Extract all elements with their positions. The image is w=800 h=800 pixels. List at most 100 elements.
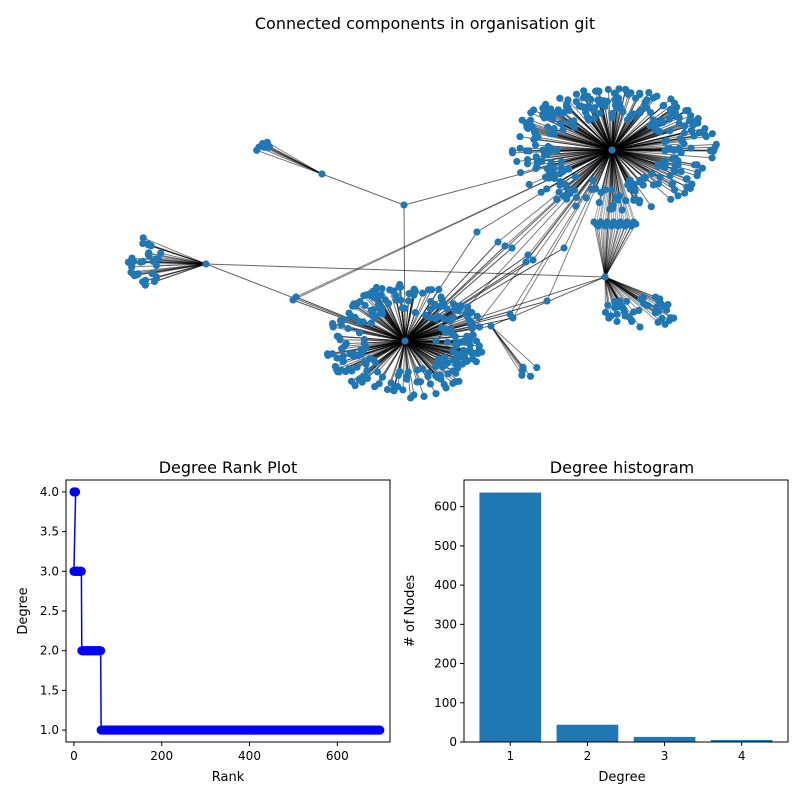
network-node (335, 333, 343, 341)
network-node (604, 85, 612, 94)
network-node (708, 154, 716, 162)
network-node (352, 300, 361, 308)
network-node (530, 106, 538, 114)
network-node (661, 160, 670, 168)
network-edge (490, 325, 538, 368)
network-node (597, 188, 605, 196)
network-edge (597, 100, 613, 151)
network-node (373, 368, 382, 376)
network-edge (604, 149, 613, 278)
network-node (666, 127, 674, 135)
rank-x-tick-label: 600 (326, 749, 349, 763)
network-node (487, 322, 495, 330)
network-node (260, 141, 268, 149)
network-edge (341, 324, 406, 342)
network-node (413, 378, 421, 386)
network-node (636, 178, 644, 186)
network-edge (611, 117, 680, 151)
network-node (654, 180, 663, 188)
network-edge (374, 291, 406, 342)
network-node (474, 349, 482, 358)
network-node (670, 99, 679, 107)
network-node (318, 170, 326, 178)
network-node (606, 205, 614, 213)
histogram-bar (633, 736, 696, 742)
network-edge (604, 276, 616, 302)
network-edge (611, 143, 685, 151)
rank-plot-x-ticks: 0 200 400 600 (70, 742, 349, 763)
network-node (508, 149, 517, 157)
network-edge (604, 276, 644, 298)
network-node (667, 195, 675, 203)
network-node (630, 185, 638, 193)
network-node (348, 367, 356, 375)
network-edge (402, 340, 406, 390)
network-node (613, 317, 621, 326)
network-node (543, 297, 551, 305)
network-node (398, 304, 406, 312)
network-node (467, 319, 475, 327)
network-node (555, 188, 563, 196)
network-node (384, 299, 393, 307)
network-node (367, 319, 375, 327)
network-node (604, 301, 612, 309)
network-node (394, 383, 402, 391)
network-edge (404, 276, 606, 342)
network-node (357, 346, 365, 354)
network-edge (403, 204, 406, 342)
histogram-bar (556, 724, 619, 742)
network-node (526, 372, 535, 380)
network-node (139, 278, 147, 286)
rank-x-tick-label: 400 (238, 749, 261, 763)
network-node (648, 170, 656, 178)
network-node (157, 249, 165, 257)
network-edge (604, 276, 659, 323)
network-node (456, 304, 464, 312)
network-node (396, 283, 405, 291)
network-node (553, 195, 561, 203)
network-node (607, 312, 615, 320)
network-node (644, 302, 652, 310)
network-edge (263, 144, 323, 175)
rank-point (375, 725, 385, 735)
network-node (559, 126, 567, 134)
histogram-y-tick-label: 100 (434, 696, 457, 710)
network-node (360, 358, 369, 366)
network-edge (611, 149, 691, 189)
histogram-bars (479, 492, 773, 742)
network-node (432, 337, 440, 345)
network-edge (611, 102, 675, 151)
network-node (405, 297, 413, 305)
network-edge (604, 276, 661, 304)
network-edge (205, 263, 606, 278)
network-nodes (124, 85, 720, 402)
network-node (654, 162, 662, 170)
network-node (441, 328, 449, 336)
network-node (596, 109, 604, 117)
network-node (410, 291, 418, 299)
network-node (563, 192, 571, 200)
network-edge (341, 340, 406, 350)
network-node (666, 172, 674, 180)
network-node (432, 302, 440, 310)
network-node (712, 140, 720, 148)
histogram-y-tick-label: 200 (434, 657, 457, 671)
network-edge (532, 149, 613, 261)
network-node (379, 310, 387, 318)
network-node (465, 337, 473, 345)
network-edge (404, 247, 513, 342)
network-node (621, 85, 630, 93)
network-edge (364, 340, 406, 344)
network-node (593, 87, 602, 95)
network-node (544, 123, 552, 131)
network-edge (566, 104, 613, 151)
network-node (528, 123, 536, 131)
histogram-frame (463, 479, 789, 743)
network-edge (404, 247, 565, 342)
rank-plot-y-ticks: 1.0 1.5 2.0 2.5 3.0 3.5 4.0 (40, 485, 66, 737)
network-node (444, 359, 452, 367)
network-node (640, 174, 648, 182)
network-node (695, 128, 704, 136)
network-node (128, 254, 136, 262)
network-edge (382, 313, 406, 342)
